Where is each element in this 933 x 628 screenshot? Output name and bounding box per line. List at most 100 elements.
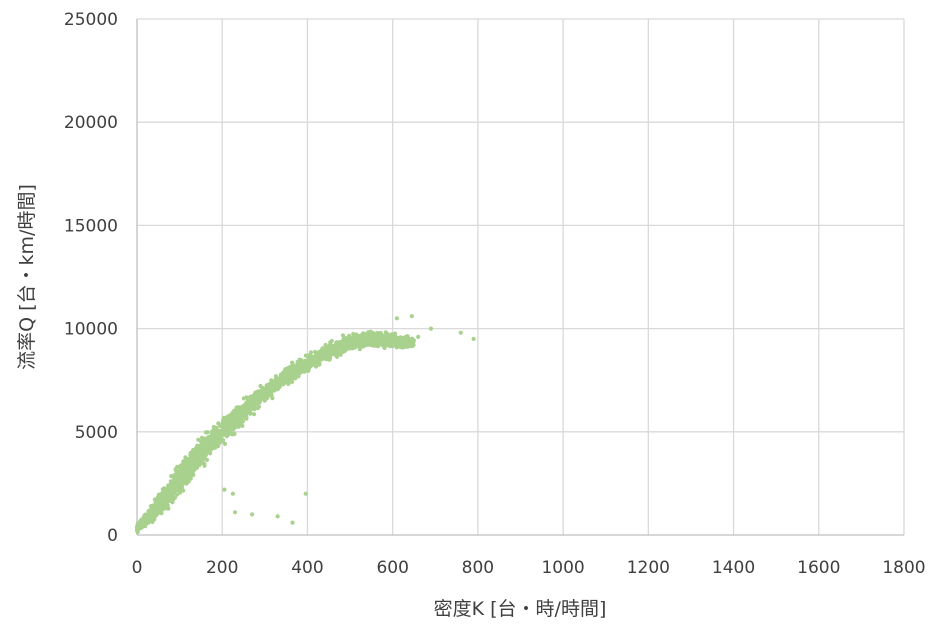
data-point [175,471,180,476]
data-point [378,335,383,340]
y-tick-label: 20000 [64,113,118,133]
data-point [368,338,373,343]
data-point [250,395,255,401]
data-point [360,334,365,339]
data-point [216,434,221,439]
data-point [357,347,362,352]
data-point [211,437,216,442]
data-point [428,326,434,331]
data-point [288,366,293,371]
data-point [220,424,225,429]
data-point [214,429,219,434]
data-point [273,374,278,379]
data-points [135,314,476,535]
data-point [340,333,346,338]
data-point [188,450,193,455]
data-point [202,463,207,468]
x-tick-label: 800 [462,558,494,578]
data-point [152,497,157,502]
data-point [172,477,177,483]
data-point [410,344,415,349]
data-point [225,420,230,425]
data-point [238,415,243,421]
data-point [201,453,206,458]
data-point [185,474,190,479]
data-point [205,430,210,435]
data-point [245,409,250,414]
data-point [317,362,322,367]
x-tick-label: 0 [132,558,143,578]
data-point [210,445,215,450]
data-point [176,475,181,480]
data-point [150,512,155,517]
x-tick-label: 1200 [627,558,670,578]
data-point [157,506,162,511]
data-point [303,491,308,496]
data-point [224,415,229,420]
data-point [308,350,313,355]
data-point [358,337,363,342]
data-point [172,495,178,500]
data-point [174,492,180,497]
data-point [181,473,186,478]
data-point [199,447,204,452]
data-point [186,479,191,484]
data-point [228,423,233,429]
data-point [166,484,171,489]
data-point [416,334,421,339]
data-point [250,512,255,517]
data-point [328,352,333,357]
data-point [268,390,273,395]
x-axis-title: 密度K [台・時/時間] [434,598,607,620]
data-point [407,341,412,346]
data-point [230,432,235,437]
data-point [214,425,219,430]
axes [136,19,904,536]
data-point [329,343,334,348]
data-point [386,338,392,343]
data-point [306,365,311,370]
data-point [160,487,165,492]
data-point [251,412,257,417]
data-point [137,524,142,529]
data-point [192,463,198,468]
data-point [367,335,372,340]
data-point [392,331,398,336]
data-point [207,435,212,440]
data-point [230,491,235,496]
data-point [312,359,317,364]
data-point [165,491,170,496]
data-point [216,438,221,443]
y-tick-label: 15000 [64,216,118,236]
data-point [305,354,310,359]
data-point [198,443,203,448]
x-tick-label: 400 [291,558,323,578]
data-point [327,357,332,362]
data-point [240,404,245,409]
data-point [276,383,281,388]
data-point [286,375,291,380]
x-tick-label: 1400 [712,558,755,578]
data-point [323,356,328,361]
data-point [186,465,191,470]
data-point [205,443,210,448]
data-point [272,388,277,393]
y-tick-label: 0 [107,526,118,546]
data-point [360,344,365,349]
data-point [334,354,340,359]
data-point [323,342,328,348]
data-point [237,422,243,427]
data-point [271,381,276,386]
data-point [181,480,186,485]
data-point [219,430,224,435]
data-point [404,334,409,339]
data-point [252,392,257,397]
data-point [344,341,349,347]
data-point [181,459,186,464]
data-point [290,520,295,525]
data-point [341,348,346,353]
data-point [319,356,324,361]
data-point [275,514,280,519]
data-point [170,490,175,495]
